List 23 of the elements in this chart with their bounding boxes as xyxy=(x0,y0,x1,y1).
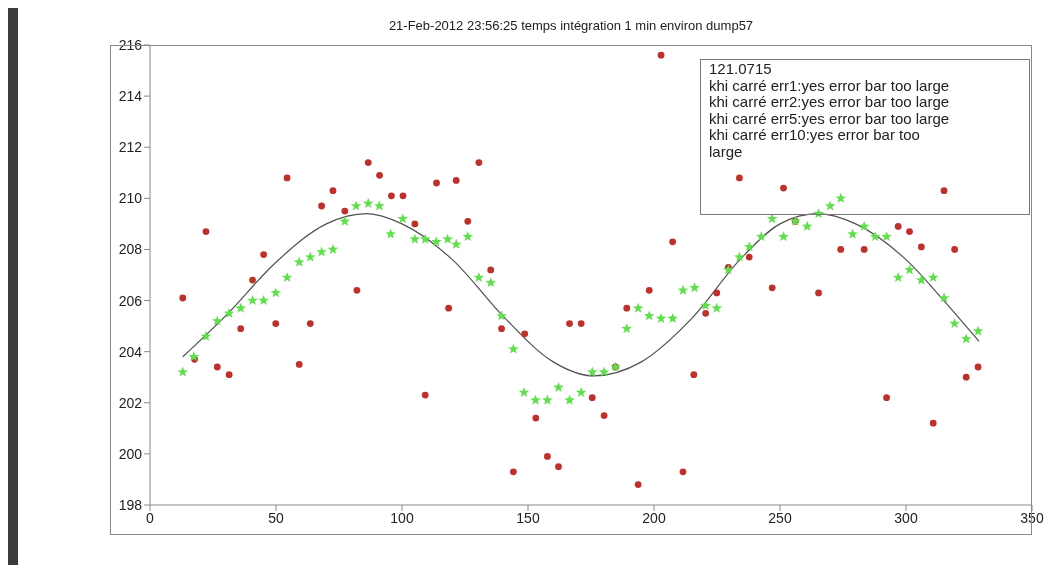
x-tick-label: 300 xyxy=(894,509,918,526)
x-tick-label: 0 xyxy=(146,509,155,526)
annotation: khi carré err1:yes error bar too large xyxy=(709,76,951,95)
y-tick-label: 208 xyxy=(118,241,143,258)
y-tick-label: 210 xyxy=(118,190,143,207)
y-tick-label: 214 xyxy=(118,88,143,105)
x-tick-label: 350 xyxy=(1020,509,1044,526)
y-tick-label: 204 xyxy=(118,343,143,360)
y-tick-label: 206 xyxy=(118,292,143,309)
x-tick-label: 150 xyxy=(516,509,540,526)
annotation: khi carré err10:yes error bar too large xyxy=(709,126,920,161)
annotation: khi carré err2:yes error bar too large xyxy=(709,93,951,111)
x-tick-label: 50 xyxy=(268,509,284,526)
x-tick-label: 250 xyxy=(768,509,792,526)
y-tick-label: 198 xyxy=(118,496,143,513)
y-tick-label: 200 xyxy=(118,445,143,462)
annotation: khi carré err5:yes error bar too large xyxy=(709,109,951,128)
chart-title: 21-Feb-2012 23:56:25 temps intégration 1 min environ dump57 xyxy=(387,18,755,33)
x-tick-label: 100 xyxy=(390,509,414,526)
y-tick-label: 202 xyxy=(118,394,143,411)
annotation: 121.0715 xyxy=(709,60,773,78)
y-tick-label: 212 xyxy=(118,139,143,156)
x-tick-label: 200 xyxy=(642,509,666,526)
